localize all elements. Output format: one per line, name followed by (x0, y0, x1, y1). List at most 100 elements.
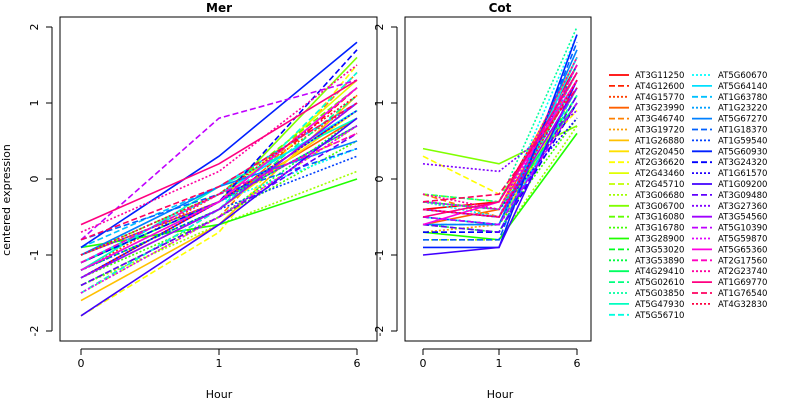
legend-label-at4g12600: AT4G12600 (635, 82, 684, 92)
series-line-mer-at1g76540 (80, 102, 358, 241)
legend-label-at5g47930: AT5G47930 (635, 300, 684, 310)
x-tick-label-cot-0: 0 (420, 357, 427, 370)
legend-label-at5g59870: AT5G59870 (718, 235, 767, 245)
y-tick-label-cot-1: -1 (373, 250, 386, 261)
y-tick-label-cot-2: 0 (373, 176, 386, 183)
series-lines-mer (80, 41, 358, 317)
series-line-mer-at2g17560 (80, 132, 358, 264)
legend-label-at4g15770: AT4G15770 (635, 93, 684, 103)
legend-label-at4g29410: AT4G29410 (635, 267, 684, 277)
y-tick-label-mer-2: 0 (28, 176, 41, 183)
legend-label-at3g27360: AT3G27360 (718, 202, 767, 212)
series-line-cot-at2g36620 (422, 110, 578, 196)
x-axis-label-mer: Hour (206, 388, 233, 400)
series-line-mer-at5g60930 (80, 41, 358, 249)
legend-label-at1g61570: AT1G61570 (718, 169, 767, 179)
series-line-mer-at3g06700 (80, 56, 358, 264)
legend-label-at5g65360: AT5G65360 (718, 245, 767, 255)
legend-label-at5g10390: AT5G10390 (718, 224, 767, 234)
legend-label-at1g18370: AT1G18370 (718, 126, 767, 136)
legend-label-at1g76540: AT1G76540 (718, 289, 767, 299)
legend-label-at3g16780: AT3G16780 (635, 224, 684, 234)
legend-label-at1g59540: AT1G59540 (718, 136, 767, 146)
series-line-cot-at1g76540 (422, 87, 578, 203)
plot-frame-cot (404, 16, 592, 342)
y-tick-label-cot-4: 2 (373, 24, 386, 31)
y-tick-label-mer-1: -1 (28, 250, 41, 261)
legend-label-at2g36620: AT2G36620 (635, 158, 684, 168)
series-line-cot-at1g18370 (423, 41, 578, 241)
x-axis-label-cot: Hour (487, 388, 514, 400)
legend-label-at1g69770: AT1G69770 (718, 278, 767, 288)
series-line-mer-at3g54560 (80, 102, 358, 279)
legend-label-at5g67270: AT5G67270 (718, 115, 767, 125)
series-line-mer-at3g16080 (80, 87, 358, 256)
panel-mer: Mer 0 1 6 -2 -1 0 1 2 Hour (28, 1, 378, 400)
legend-label-at5g56710: AT5G56710 (635, 311, 684, 321)
plot-frame-mer (59, 16, 378, 342)
series-line-mer-at3g27360 (80, 125, 358, 256)
legend-label-at3g46740: AT3G46740 (635, 115, 684, 125)
series-line-cot-at4g32830 (422, 79, 578, 218)
legend-label-at3g23990: AT3G23990 (635, 104, 684, 114)
legend-label-at5g02610: AT5G02610 (635, 278, 684, 288)
series-line-mer-at5g56710 (80, 72, 358, 294)
panel-title-cot: Cot (489, 1, 512, 15)
x-tick-label-mer-1: 1 (216, 357, 223, 370)
panel-cot: Cot 0 1 6 -2 -1 0 1 2 Hour (373, 1, 592, 400)
legend-label-at2g45710: AT2G45710 (635, 180, 684, 190)
legend-label-at3g54560: AT3G54560 (718, 213, 767, 223)
series-lines-cot (422, 26, 578, 256)
legend-label-at3g28900: AT3G28900 (635, 235, 684, 245)
series-line-cot-at3g09480 (422, 95, 578, 234)
legend: AT3G11250AT4G12600AT4G15770AT3G23990AT3G… (609, 71, 767, 321)
series-line-mer-at5g59870 (80, 125, 358, 294)
y-axis-label: centered expression (0, 144, 13, 256)
legend-label-at2g43460: AT2G43460 (635, 169, 684, 179)
legend-label-at5g03850: AT5G03850 (635, 289, 684, 299)
y-tick-label-mer-3: 1 (28, 100, 41, 107)
axes-cot: 0 1 6 -2 -1 0 1 2 (373, 24, 581, 371)
legend-label-at5g64140: AT5G64140 (718, 82, 767, 92)
legend-label-at3g16080: AT3G16080 (635, 213, 684, 223)
axes-mer: 0 1 6 -2 -1 0 1 2 (28, 24, 361, 371)
y-tick-label-cot-0: -2 (373, 326, 386, 337)
legend-label-at3g53020: AT3G53020 (635, 245, 684, 255)
y-tick-label-cot-3: 1 (373, 100, 386, 107)
series-line-mer-at3g06680 (80, 170, 358, 287)
legend-label-at2g17560: AT2G17560 (718, 256, 767, 266)
series-line-mer-at5g10390 (80, 79, 358, 241)
series-line-mer-at5g65360 (80, 87, 358, 271)
panel-title-mer: Mer (206, 1, 232, 15)
legend-label-at3g11250: AT3G11250 (635, 71, 684, 81)
legend-label-at1g63780: AT1G63780 (718, 93, 767, 103)
series-line-mer-at1g59540 (80, 155, 358, 271)
legend-label-at2g23740: AT2G23740 (718, 267, 767, 277)
legend-label-at1g09200: AT1G09200 (718, 180, 767, 190)
x-tick-label-cot-2: 6 (574, 357, 581, 370)
series-line-cot-at1g09200 (422, 79, 578, 256)
legend-label-at1g23220: AT1G23220 (718, 104, 767, 114)
series-line-mer-at5g03850 (80, 109, 358, 256)
legend-label-at1g26880: AT1G26880 (635, 136, 684, 146)
series-line-cot-at3g27360 (422, 109, 578, 173)
series-line-mer-at3g24320 (80, 49, 358, 264)
x-tick-label-cot-1: 1 (496, 357, 503, 370)
legend-label-at3g06680: AT3G06680 (635, 191, 684, 201)
x-tick-label-mer-2: 6 (354, 357, 361, 370)
legend-label-at3g19720: AT3G19720 (635, 126, 684, 136)
series-line-mer-at5g67270 (80, 140, 358, 256)
series-line-cot-at5g10390 (422, 102, 578, 226)
legend-label-at4g32830: AT4G32830 (718, 300, 767, 310)
x-tick-label-mer-0: 0 (78, 357, 85, 370)
series-line-mer-at1g63780 (80, 102, 358, 249)
legend-label-at3g06700: AT3G06700 (635, 202, 684, 212)
legend-label-at2g20450: AT2G20450 (635, 147, 684, 157)
legend-label-at5g60670: AT5G60670 (718, 71, 767, 81)
series-line-mer-at4g12600 (80, 87, 358, 294)
legend-label-at3g09480: AT3G09480 (718, 191, 767, 201)
y-tick-label-mer-4: 2 (28, 24, 41, 31)
y-tick-label-mer-0: -2 (28, 326, 41, 337)
series-line-cot-at2g23740 (422, 57, 578, 211)
